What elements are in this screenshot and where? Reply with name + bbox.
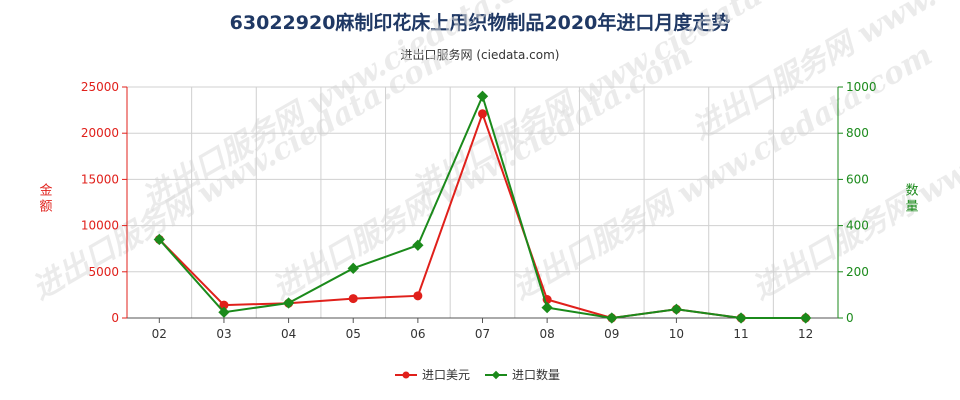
y-left-tick-label: 25000 — [81, 80, 119, 94]
y-right-tick-label: 1000 — [846, 80, 877, 94]
x-tick-label: 12 — [798, 327, 813, 341]
series-point-usd — [478, 109, 487, 119]
series-point-usd — [219, 300, 229, 310]
x-tick-label: 08 — [539, 327, 554, 341]
y-left-tick-label: 5000 — [88, 265, 119, 279]
chart-title: 63022920麻制印花床上用织物制品2020年进口月度走势 — [229, 12, 731, 34]
series-point-qty — [670, 303, 683, 315]
series-point-usd — [348, 294, 358, 304]
series-point-qty — [541, 301, 553, 314]
series-point-qty — [800, 312, 812, 324]
series-point-qty — [218, 306, 230, 318]
x-tick-label: 02 — [152, 327, 167, 341]
axes: 0 5000 10000 15000 20000 25000 0 200 400 600 800 10… — [39, 80, 918, 341]
series-layer — [153, 90, 812, 324]
legend-swatch-marker-1 — [491, 370, 501, 380]
series-point-qty — [347, 262, 359, 274]
y-left-axis-title: 金额 — [39, 183, 52, 215]
y-right-tick-label: 0 — [846, 311, 854, 325]
legend-label-1: 进口数量 — [512, 367, 560, 382]
x-tick-label: 03 — [216, 327, 231, 341]
series-point-qty — [735, 312, 747, 324]
y-left-tick-label: 20000 — [81, 126, 119, 140]
y-left-tick-label: 10000 — [81, 219, 119, 233]
y-left-tick-label: 15000 — [81, 172, 119, 186]
x-tick-label: 09 — [604, 327, 619, 341]
x-tick-label: 04 — [281, 327, 296, 341]
series-point-qty — [282, 297, 295, 309]
chart-subtitle: 进出口服务网 (ciedata.com) — [400, 48, 560, 62]
y-right-tick-label: 600 — [846, 172, 869, 186]
y-right-tick-label: 800 — [846, 126, 869, 140]
series-point-qty — [153, 233, 165, 246]
legend-label-0: 进口美元 — [422, 368, 470, 382]
y-right-tick-label: 400 — [846, 219, 869, 233]
y-right-axis-title: 数量 — [905, 184, 918, 215]
x-tick-label: 06 — [410, 327, 425, 341]
watermark-text-2: 进出口服务网 www.ciedata.com — [507, 37, 939, 306]
y-left-tick-label: 0 — [111, 311, 119, 325]
x-tick-label: 10 — [669, 327, 684, 341]
x-tick-label: 05 — [346, 327, 361, 341]
series-point-qty — [412, 239, 424, 251]
legend: 进口美元 进口数量 — [395, 367, 560, 382]
y-right-tick-label: 200 — [846, 265, 869, 279]
x-tick-label: 07 — [475, 327, 490, 341]
x-tick-label: 11 — [733, 327, 748, 341]
series-point-usd — [413, 291, 423, 301]
series-point-qty — [606, 312, 618, 324]
legend-swatch-marker-0 — [402, 371, 410, 379]
series-point-qty — [476, 90, 489, 102]
